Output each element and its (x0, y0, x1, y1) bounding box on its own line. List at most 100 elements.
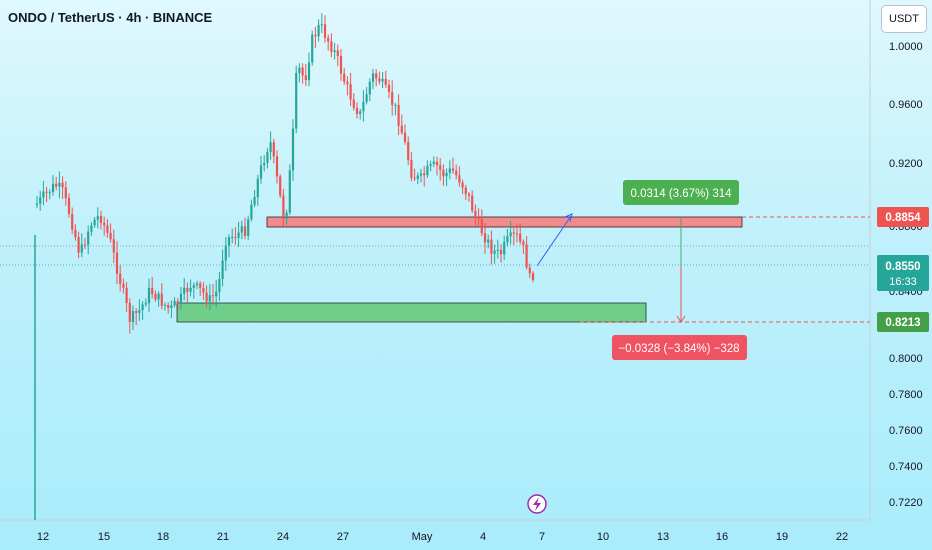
candle-body (199, 283, 202, 288)
x-tick: 22 (836, 531, 848, 543)
y-tick: 0.8000 (889, 353, 923, 365)
candle-body (506, 236, 509, 243)
candle-body (474, 210, 477, 219)
candle-body (323, 24, 327, 38)
candle-body (279, 176, 282, 196)
candle-body (346, 81, 349, 85)
candle-body (493, 250, 496, 254)
candle-body (266, 152, 269, 164)
y-tick: 0.9200 (889, 158, 923, 170)
currency-button[interactable]: USDT (881, 5, 927, 33)
candle-body (320, 24, 323, 26)
candle-body (186, 287, 189, 292)
candle-body (51, 183, 55, 193)
candle-body (83, 244, 87, 246)
candle-body (371, 73, 375, 82)
candle-body (423, 173, 426, 176)
candle-body (208, 295, 211, 302)
candle-body (307, 62, 311, 81)
candle-body (64, 187, 67, 199)
loss-label: −0.0328 (−3.84%) −328 (618, 343, 739, 355)
candle-body (125, 287, 128, 303)
candle-body (525, 244, 528, 268)
candle-body (96, 216, 99, 220)
candle-body (413, 177, 416, 179)
x-tick: 10 (597, 531, 609, 543)
x-tick: 7 (539, 531, 545, 543)
candle-body (471, 195, 474, 211)
time-axis-ticks: 12 15 18 21 24 27 May 4 7 10 13 16 19 22 (37, 531, 848, 543)
price-axis-ticks: 1.0000 0.9600 0.9200 0.8800 0.8400 0.800… (889, 41, 923, 509)
candle-body (163, 304, 167, 306)
candle-body (147, 287, 151, 304)
current-price-label: 0.8550 (885, 261, 920, 273)
candle-body (451, 168, 455, 171)
candle-body (448, 168, 451, 173)
candle-body (234, 237, 237, 239)
x-tick: 19 (776, 531, 788, 543)
candle-body (42, 191, 45, 198)
candle-body (384, 78, 387, 85)
y-tick: 0.7220 (889, 497, 923, 509)
candle-body (131, 311, 135, 323)
resistance-zone[interactable] (266, 216, 743, 228)
candle-body (173, 301, 176, 306)
candle-body (141, 304, 144, 311)
candle-body (269, 142, 272, 153)
candle-body (400, 125, 403, 133)
candle-body (455, 170, 458, 176)
candle-body (381, 78, 384, 82)
candle-body (87, 231, 90, 245)
candle-body (263, 163, 266, 166)
candle-body (496, 249, 499, 251)
candle-body (467, 193, 471, 196)
support-zone[interactable] (176, 302, 647, 323)
y-tick: 0.7600 (889, 425, 923, 437)
candle-body (157, 293, 160, 300)
countdown-label: 16:33 (889, 276, 917, 288)
candles-group (35, 13, 535, 334)
x-tick: 27 (337, 531, 349, 543)
candle-body (445, 172, 448, 177)
candle-body (61, 182, 64, 188)
candle-body (247, 219, 250, 236)
x-tick: May (412, 531, 433, 543)
candle-body (311, 34, 314, 63)
candle-body (528, 267, 531, 274)
candle-body (90, 225, 93, 232)
candle-body (458, 175, 461, 183)
gain-label: 0.0314 (3.67%) 314 (630, 188, 732, 200)
lightning-icon[interactable] (527, 494, 547, 514)
chart-title: ONDO / TetherUS · 4h · BINANCE (8, 10, 213, 25)
candle-body (362, 101, 365, 112)
candle-body (519, 233, 522, 242)
candle-body (509, 232, 512, 237)
candle-body (67, 198, 71, 214)
resistance-price-box (877, 207, 929, 227)
candle-body (378, 78, 381, 82)
candle-body (442, 169, 445, 177)
candle-body (330, 41, 333, 52)
candle-body (211, 295, 215, 297)
candle-body (224, 245, 227, 261)
candle-body (227, 237, 231, 246)
candle-body (522, 241, 525, 245)
resistance-price-label: 0.8854 (885, 212, 921, 224)
candle-body (74, 229, 77, 238)
candle-body (314, 34, 317, 37)
candle-body (439, 165, 442, 170)
candle-body (375, 73, 378, 79)
x-tick: 4 (480, 531, 486, 543)
candle-body (282, 195, 285, 219)
y-tick: 0.7800 (889, 389, 923, 401)
candle-body (291, 128, 295, 171)
candle-body (387, 84, 391, 92)
candle-body (93, 219, 96, 226)
candle-body (512, 232, 515, 234)
candle-body (215, 291, 218, 297)
y-tick: 0.9600 (889, 99, 923, 111)
candle-body (365, 94, 368, 102)
candle-body (77, 237, 80, 253)
